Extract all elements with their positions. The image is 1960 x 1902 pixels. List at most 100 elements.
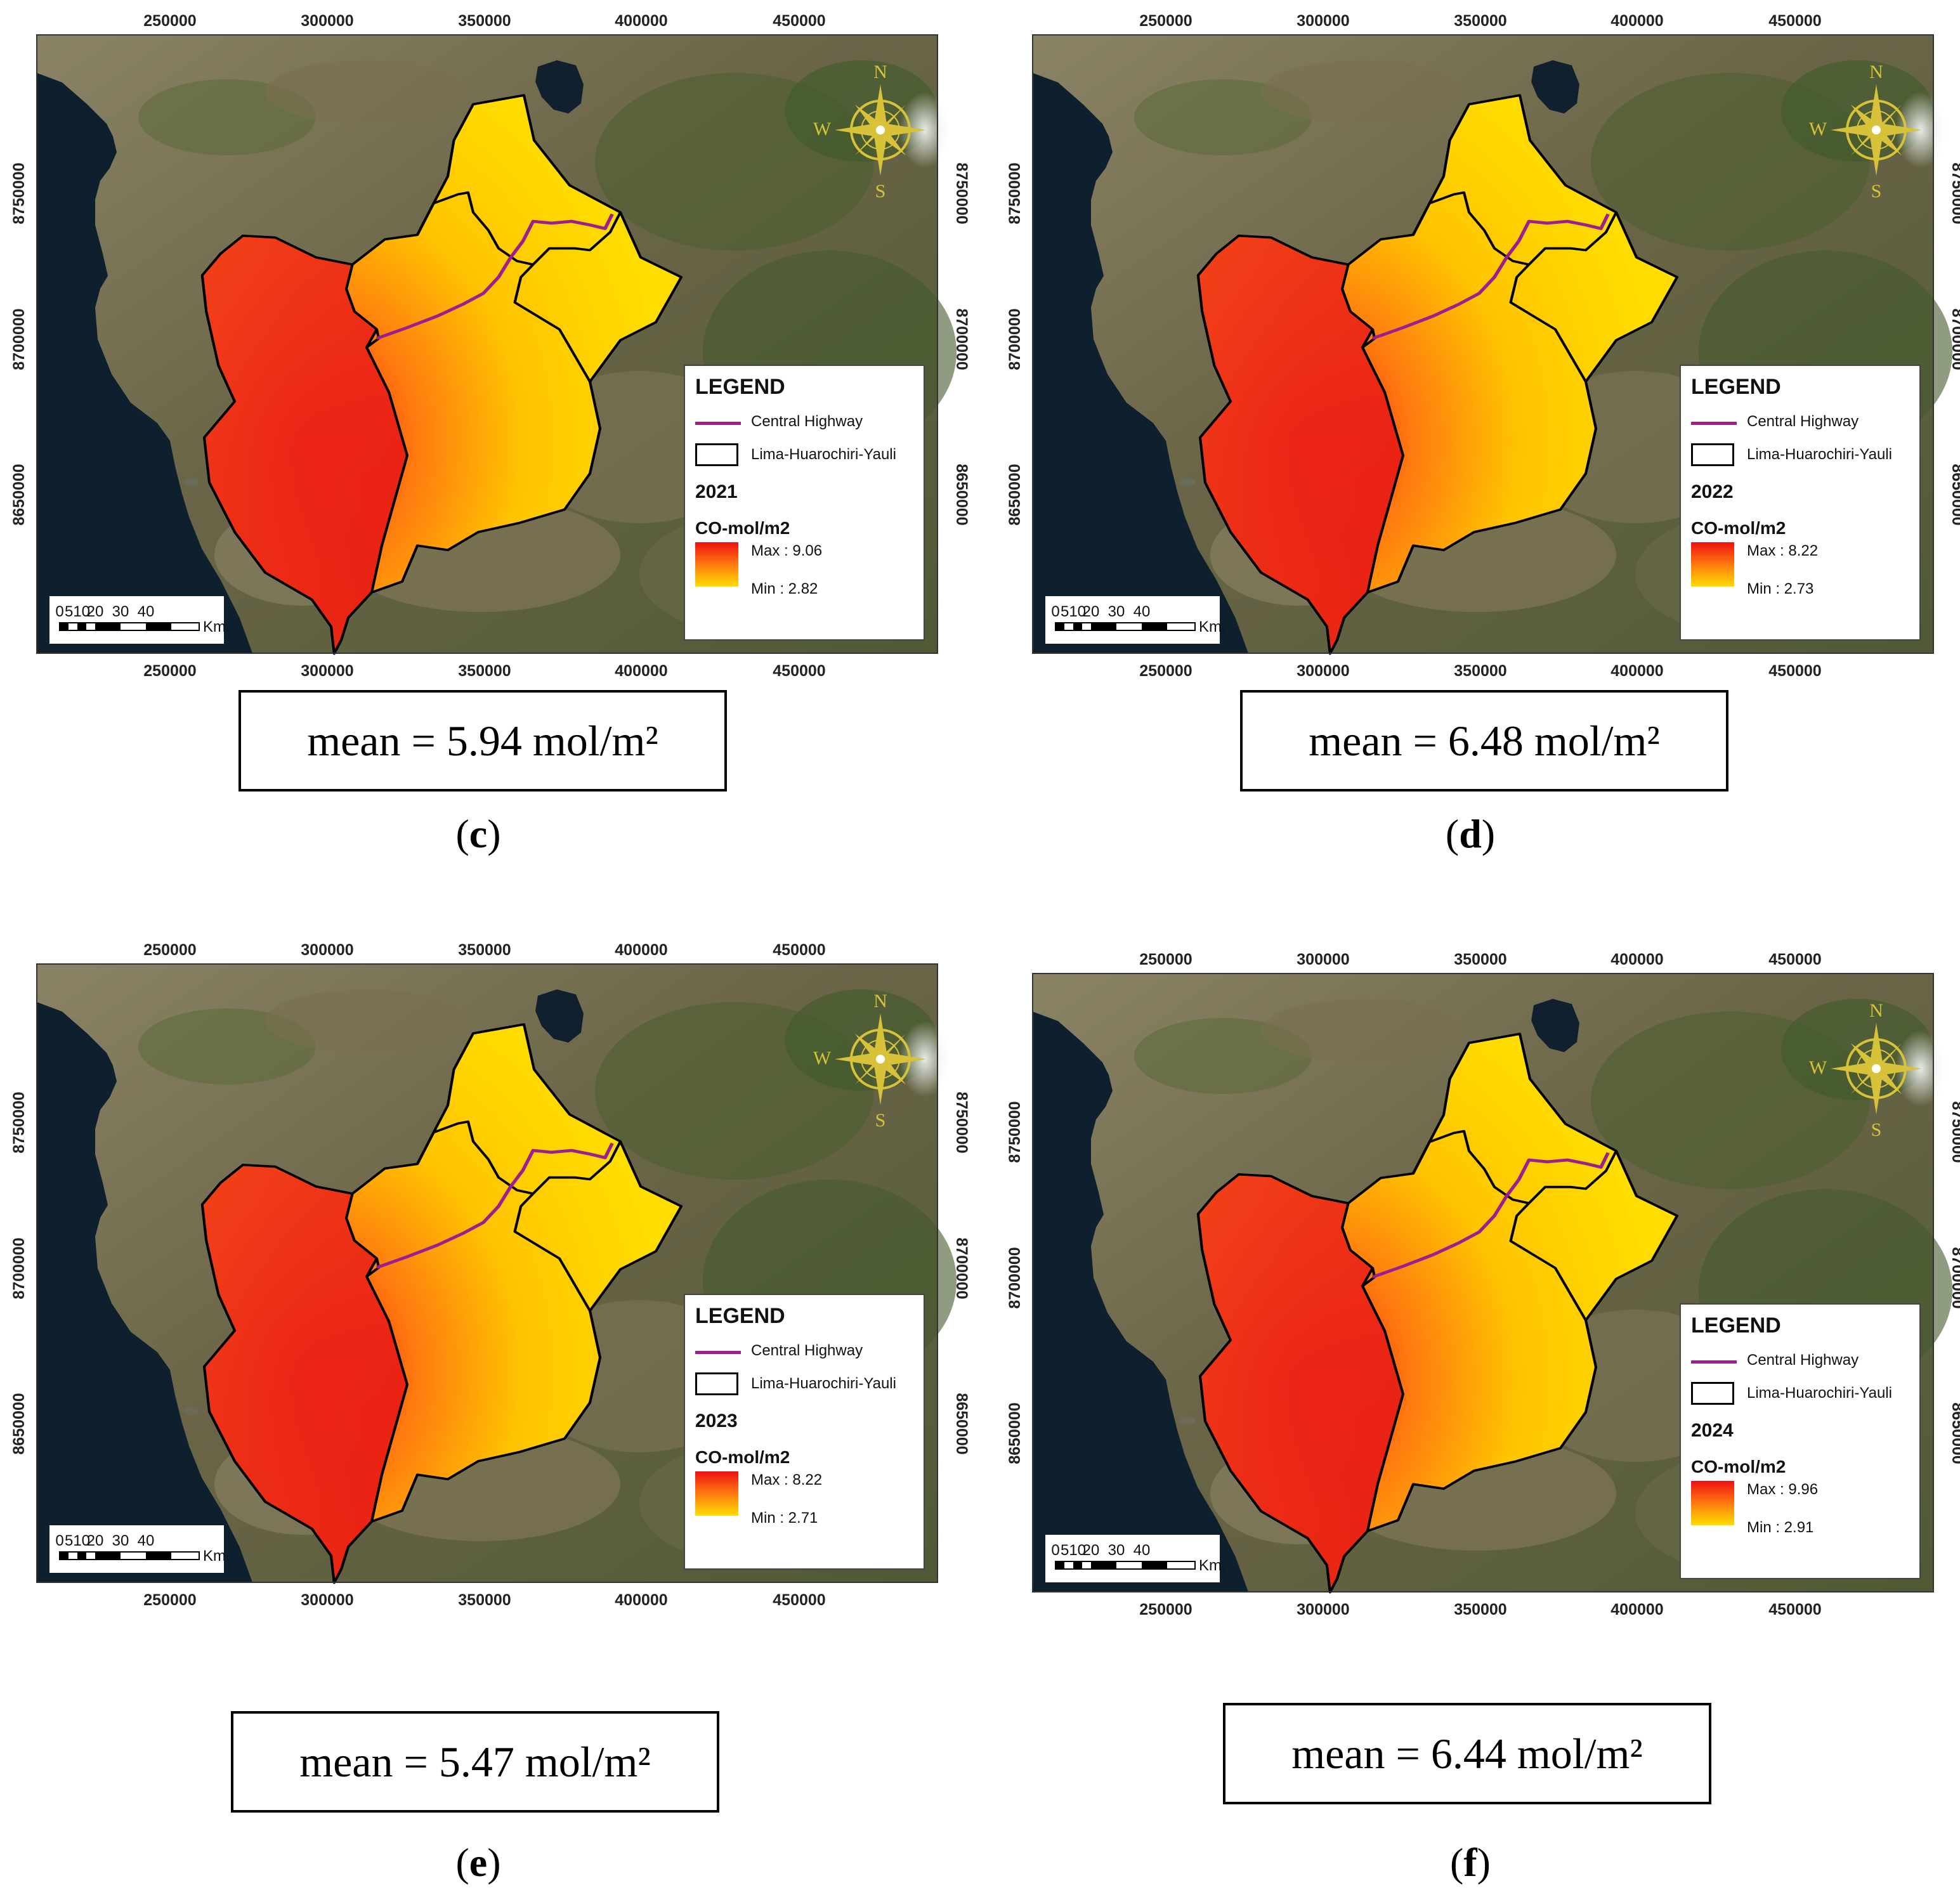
x-tick-bottom: 300000: [301, 662, 353, 680]
y-tick-right: 8700000: [1949, 308, 1960, 370]
x-tick-top: 450000: [1768, 12, 1821, 30]
co-region-group: [200, 94, 683, 655]
legend-boundary-label: Lima-Huarochiri-Yauli: [751, 446, 896, 463]
scale-bar-segment: [1055, 623, 1064, 630]
map-border: [1032, 34, 1934, 654]
central-highway-line: [1371, 1152, 1610, 1279]
scale-bar-segment: [95, 1552, 121, 1560]
province-boundary: [1509, 263, 1587, 382]
x-tick-top: 400000: [615, 941, 667, 959]
scale-bar-tick: 30: [112, 1532, 129, 1549]
map-panel-f: N W S 0 510 20 30 40 Km. 250000 250000 300000 300000…: [996, 939, 1960, 1884]
scale-bar-segment: [146, 623, 171, 630]
scale-bar-segment: [146, 1552, 171, 1560]
lake: [535, 989, 584, 1043]
scale-bar-tick: 0: [1051, 1542, 1059, 1559]
compass-s-label: S: [875, 181, 886, 202]
terrain-patch: [265, 989, 468, 1053]
y-tick-left: 8650000: [10, 1393, 28, 1454]
map-panel-d: N W S 0 510 20 30 40 Km. 250000 250000 300000 300000…: [996, 0, 1960, 945]
scale-bar-tick: 510: [65, 1532, 90, 1549]
x-tick-top: 400000: [1610, 951, 1663, 968]
x-tick-bottom: 450000: [1768, 662, 1821, 680]
x-tick-bottom: 450000: [773, 662, 825, 680]
legend-title: LEGEND: [695, 1304, 785, 1328]
scale-bar-segment: [1073, 623, 1082, 630]
scale-bar-segment: [1073, 1561, 1082, 1569]
x-tick-top: 450000: [773, 12, 825, 30]
x-tick-bottom: 400000: [615, 662, 667, 680]
x-tick-bottom: 250000: [143, 1591, 196, 1609]
legend-color-ramp: [695, 1471, 738, 1516]
x-tick-bottom: 450000: [773, 1591, 825, 1609]
x-tick-top: 300000: [1297, 12, 1349, 30]
x-tick-top: 250000: [1139, 12, 1192, 30]
legend-boundary-swatch: [1691, 443, 1734, 466]
compass-rose-icon: N W S: [813, 62, 926, 202]
legend-road-swatch: [1691, 1360, 1737, 1364]
terrain-patch: [265, 60, 468, 124]
x-tick-bottom: 400000: [1610, 1601, 1663, 1619]
y-tick-left: 8750000: [10, 1091, 28, 1153]
legend: LEGEND Central Highway Lima-Huarochiri-Yau…: [1680, 1303, 1921, 1579]
x-tick-top: 300000: [301, 12, 353, 30]
map-panel-c: N W S 0 510 20 30 40 Km. 250000 250000 300000 300000…: [0, 0, 990, 945]
scale-bar-segment: [1091, 1561, 1116, 1569]
x-tick-top: 400000: [615, 12, 667, 30]
legend-color-ramp: [695, 542, 738, 587]
legend-variable: CO-mol/m2: [695, 518, 790, 538]
legend-max: Max : 8.22: [751, 1471, 823, 1488]
legend-road-swatch: [695, 1351, 741, 1354]
scale-bar-tick: 30: [1108, 1542, 1125, 1559]
legend-year: 2023: [695, 1410, 738, 1431]
scale-bar-unit: Km.: [203, 618, 230, 635]
legend-max: Max : 9.96: [1747, 1481, 1819, 1498]
legend-boundary-label: Lima-Huarochiri-Yauli: [1747, 1384, 1892, 1402]
legend: LEGEND Central Highway Lima-Huarochiri-Yau…: [684, 365, 925, 641]
x-tick-bottom: 350000: [458, 662, 511, 680]
legend: LEGEND Central Highway Lima-Huarochiri-Yau…: [684, 1294, 925, 1570]
scale-bar-unit: Km.: [1199, 618, 1226, 635]
central-highway-line: [376, 1142, 614, 1269]
x-tick-bottom: 400000: [615, 1591, 667, 1609]
y-tick-right: 8700000: [953, 308, 970, 370]
y-tick-right: 8750000: [953, 1091, 970, 1153]
x-tick-bottom: 300000: [301, 1591, 353, 1609]
scale-bar-segment: [1142, 1561, 1167, 1569]
legend-year: 2021: [695, 481, 738, 502]
y-tick-right: 8700000: [1949, 1247, 1960, 1308]
compass-n-label: N: [873, 62, 887, 82]
scale-bar-segment: [1055, 1561, 1064, 1569]
lima-high-co-area: [202, 235, 407, 654]
panel-letter: (d): [1445, 811, 1496, 856]
mean-value-box: mean = 5.94 mol/m²: [238, 690, 727, 791]
x-tick-top: 300000: [301, 941, 353, 959]
legend-max: Max : 9.06: [751, 542, 823, 559]
legend-title: LEGEND: [695, 375, 785, 399]
legend-min: Min : 2.91: [1747, 1519, 1814, 1536]
legend-title: LEGEND: [1691, 375, 1781, 399]
province-boundary: [1340, 264, 1405, 593]
legend-variable: CO-mol/m2: [695, 1447, 790, 1467]
compass-rose-icon: N W S: [813, 991, 926, 1131]
province-boundary: [1340, 1202, 1405, 1532]
x-tick-bottom: 350000: [1454, 662, 1506, 680]
x-tick-bottom: 250000: [1139, 1601, 1192, 1619]
scale-bar-segment: [77, 623, 86, 630]
scale-bar-tick: 30: [1108, 603, 1125, 620]
scale-bar-segment: [60, 1552, 69, 1560]
compass-w-label: W: [813, 119, 832, 140]
legend-max: Max : 8.22: [1747, 542, 1819, 559]
legend-variable: CO-mol/m2: [1691, 1457, 1786, 1476]
y-tick-right: 8750000: [1949, 1101, 1960, 1163]
x-tick-top: 250000: [143, 941, 196, 959]
legend-min: Min : 2.71: [751, 1509, 818, 1527]
panel-letter: (f): [1450, 1840, 1491, 1885]
mean-value-box: mean = 5.47 mol/m²: [231, 1711, 719, 1813]
scale-bar-tick: 40: [1134, 603, 1151, 620]
compass-s-label: S: [1871, 1119, 1882, 1140]
lake: [535, 60, 584, 114]
scale-bar-tick: 0: [55, 603, 63, 620]
